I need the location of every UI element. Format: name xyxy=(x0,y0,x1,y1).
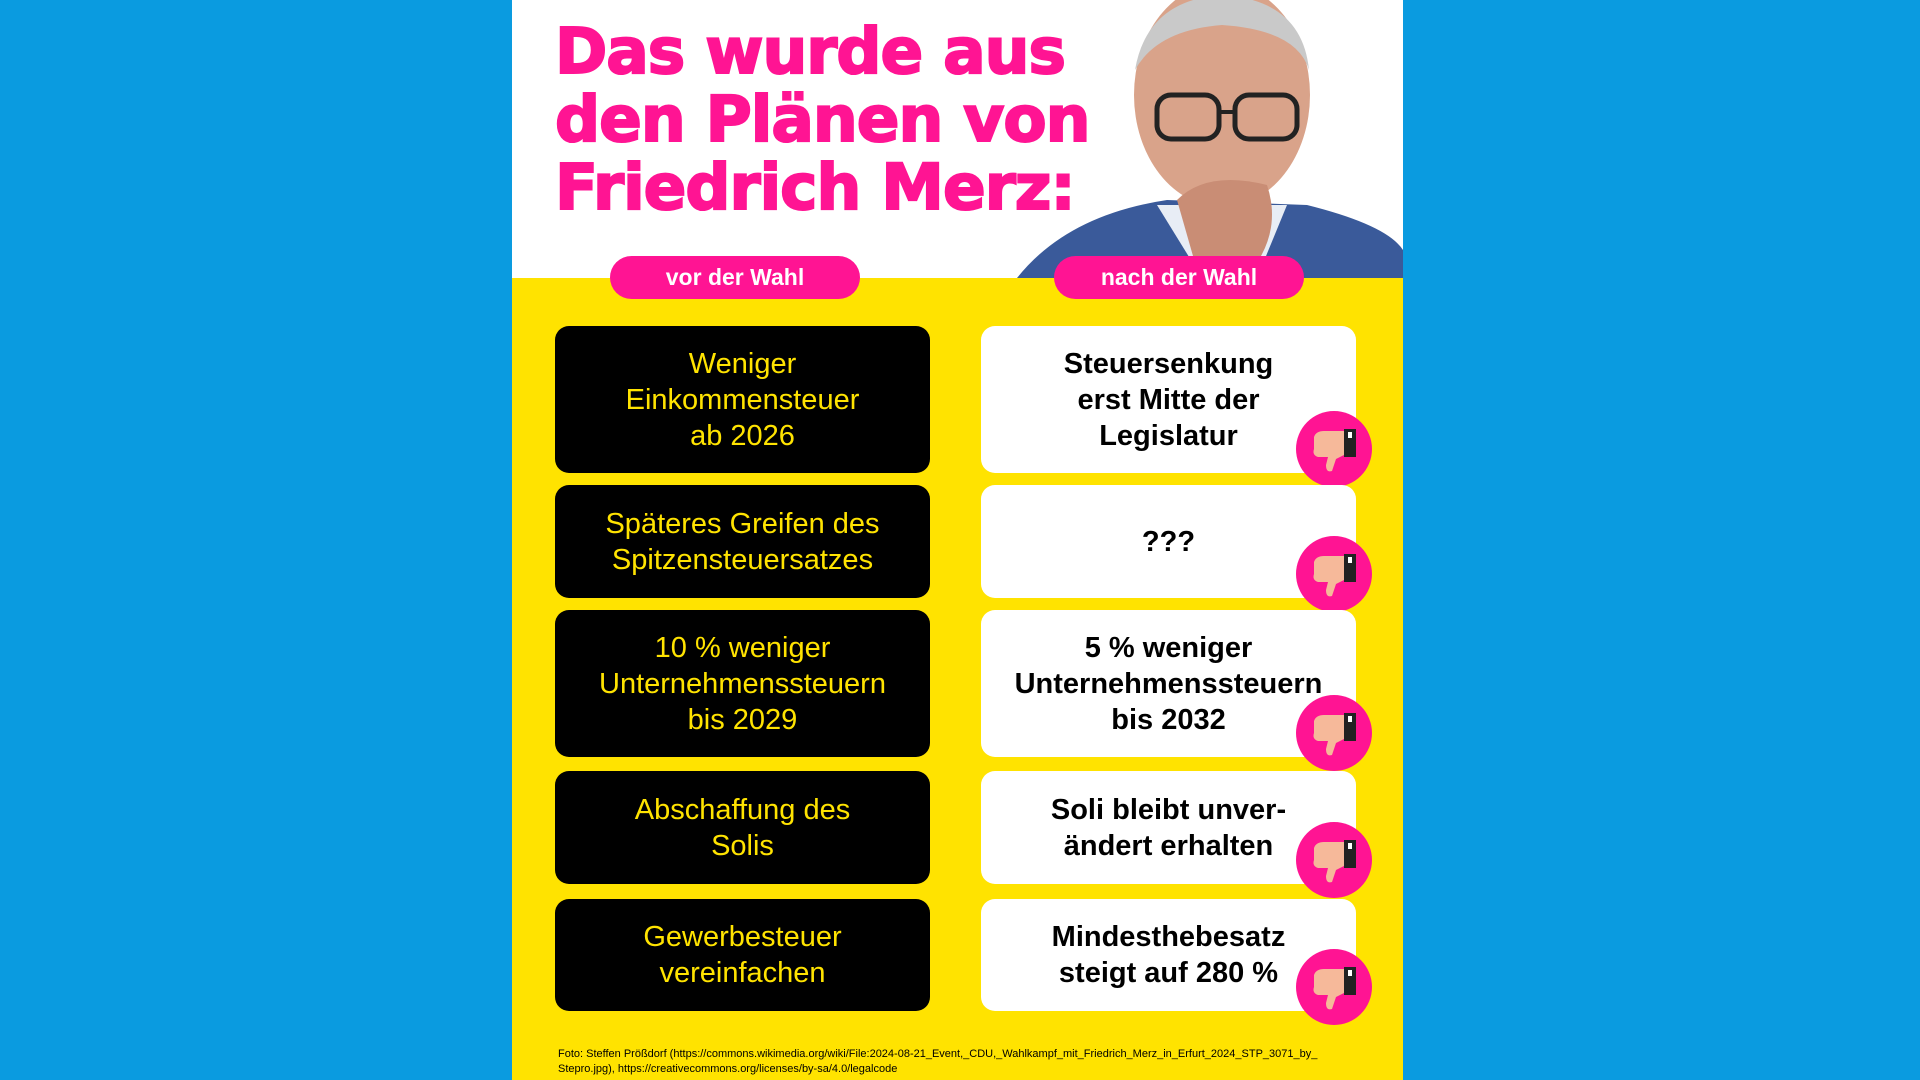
box-text-line: Mindesthebesatz xyxy=(1051,921,1286,953)
box-after: 5 % weniger Unternehmenssteuern bis 2032 xyxy=(981,610,1356,757)
title-line: Friedrich Merz: xyxy=(554,151,1077,224)
box-text-line: Weniger xyxy=(688,347,797,380)
box-text-line: ab 2026 xyxy=(690,419,795,452)
box-text-line: Einkommensteuer xyxy=(625,383,860,416)
box-text-line: Unternehmenssteuern xyxy=(599,667,886,700)
box-after: Steuersenkung erst Mitte der Legislatur xyxy=(981,326,1356,473)
box-before: Späteres Greifen des Spitzensteuersatzes xyxy=(555,485,930,598)
thumbs-down-icon xyxy=(1296,822,1372,898)
poster: Das wurde aus den Plänen von Friedrich Mer… xyxy=(512,0,1403,1080)
box-after: Soli bleibt unver-ändert erhalten xyxy=(981,771,1356,884)
box-before: Weniger Einkommensteuer ab 2026 xyxy=(555,326,930,473)
title-line: Das wurde aus xyxy=(554,15,1067,88)
box-text-line: bis 2029 xyxy=(687,703,798,736)
box-after: Mindesthebesatz steigt auf 280 % xyxy=(981,899,1356,1011)
box-text-line: 10 % weniger xyxy=(654,631,831,664)
box-text-line: Legislatur xyxy=(1099,419,1238,452)
thumbs-down-icon xyxy=(1296,536,1372,612)
box-before: Abschaffung des Solis xyxy=(555,771,930,884)
box-text-line: vereinfachen xyxy=(659,957,826,989)
thumbs-down-icon xyxy=(1296,411,1372,487)
box-before: Gewerbesteuer vereinfachen xyxy=(555,899,930,1011)
credit-line: Stepro.jpg), https://creativecommons.org… xyxy=(558,1063,898,1075)
credit-line: Foto: Steffen Prößdorf (https://commons.… xyxy=(558,1048,1318,1060)
thumbs-down-icon xyxy=(1296,695,1372,771)
box-text-line: Soli bleibt unver- xyxy=(1050,793,1287,826)
box-text-line: Abschaffung des xyxy=(634,793,851,826)
box-text-line: ändert erhalten xyxy=(1063,829,1274,862)
thumbs-down-icon xyxy=(1296,949,1372,1025)
box-after: ??? xyxy=(981,485,1356,598)
box-text-line: Späteres Greifen des xyxy=(605,507,880,540)
box-before: 10 % weniger Unternehmenssteuern bis 2029 xyxy=(555,610,930,757)
box-text-line: Steuersenkung xyxy=(1063,347,1274,380)
label-after: nach der Wahl xyxy=(1054,256,1304,299)
box-text-line: 5 % weniger xyxy=(1084,631,1253,664)
box-text-line: erst Mitte der xyxy=(1077,383,1260,416)
title-line: den Plänen von xyxy=(554,83,1091,156)
portrait-photo xyxy=(1017,0,1403,278)
box-text-line: Solis xyxy=(711,829,774,862)
box-text-line: ??? xyxy=(1141,525,1196,558)
photo-credit: Foto: Steffen Prößdorf (https://commons.… xyxy=(558,1047,1317,1077)
box-text-line: bis 2032 xyxy=(1111,703,1226,736)
box-text-line: Spitzensteuersatzes xyxy=(611,543,874,576)
title: Das wurde aus den Plänen von Friedrich Mer… xyxy=(554,15,1091,224)
box-text-line: Unternehmenssteuern xyxy=(1014,667,1323,700)
box-text-line: steigt auf 280 % xyxy=(1058,957,1279,989)
box-text-line: Gewerbesteuer xyxy=(643,921,842,953)
label-before: vor der Wahl xyxy=(610,256,860,299)
